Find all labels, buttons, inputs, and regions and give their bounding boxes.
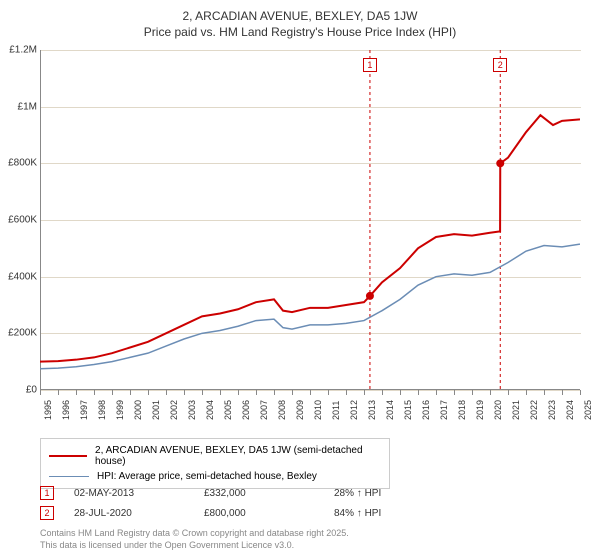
chart-title-line2: Price paid vs. HM Land Registry's House … — [0, 25, 600, 39]
footer-line1: Contains HM Land Registry data © Crown c… — [40, 528, 349, 540]
x-tick-label: 2011 — [331, 401, 341, 420]
x-tick-label: 1997 — [79, 400, 89, 420]
legend: 2, ARCADIAN AVENUE, BEXLEY, DA5 1JW (sem… — [40, 438, 390, 489]
x-tick-label: 1995 — [43, 400, 53, 420]
x-tick-label: 2015 — [403, 400, 413, 420]
x-tick-label: 2019 — [475, 400, 485, 420]
x-tick-label: 2004 — [205, 400, 215, 420]
y-tick-label: £0 — [3, 385, 37, 396]
legend-item: 2, ARCADIAN AVENUE, BEXLEY, DA5 1JW (sem… — [49, 443, 381, 469]
x-tick-label: 2005 — [223, 400, 233, 420]
x-tick-label: 2013 — [367, 400, 377, 420]
chart-container: 2, ARCADIAN AVENUE, BEXLEY, DA5 1JW Pric… — [0, 0, 600, 560]
x-tick-label: 2007 — [259, 400, 269, 420]
transaction-date: 02-MAY-2013 — [74, 488, 204, 499]
x-tick-label: 2009 — [295, 400, 305, 420]
y-tick-label: £400K — [3, 271, 37, 282]
legend-label: 2, ARCADIAN AVENUE, BEXLEY, DA5 1JW (sem… — [95, 445, 381, 467]
x-tick-label: 2025 — [583, 400, 593, 420]
x-tick-label: 2018 — [457, 400, 467, 420]
transaction-marker: 1 — [40, 486, 54, 500]
footer: Contains HM Land Registry data © Crown c… — [40, 528, 349, 551]
x-tick-label: 2014 — [385, 400, 395, 420]
y-tick-label: £800K — [3, 158, 37, 169]
x-tick-label: 2020 — [493, 400, 503, 420]
y-tick-label: £1.2M — [3, 45, 37, 56]
x-tick-label: 2000 — [133, 400, 143, 420]
x-tick-label: 2002 — [169, 400, 179, 420]
x-tick-label: 2017 — [439, 400, 449, 420]
transaction-diff: 28% ↑ HPI — [334, 488, 464, 499]
x-tick-label: 2008 — [277, 400, 287, 420]
x-tick-label: 2010 — [313, 400, 323, 420]
transaction-price: £332,000 — [204, 488, 334, 499]
transaction-row: 1 02-MAY-2013£332,00028% ↑ HPI — [40, 486, 464, 500]
transaction-price: £800,000 — [204, 508, 334, 519]
y-tick-label: £600K — [3, 215, 37, 226]
x-tick-label: 2022 — [529, 400, 539, 420]
transaction-marker: 2 — [40, 506, 54, 520]
x-tick-label: 2006 — [241, 400, 251, 420]
legend-label: HPI: Average price, semi-detached house,… — [97, 471, 317, 482]
legend-item: HPI: Average price, semi-detached house,… — [49, 469, 381, 484]
x-tick-label: 2012 — [349, 400, 359, 420]
x-tick-label: 2024 — [565, 400, 575, 420]
transaction-row: 2 28-JUL-2020£800,00084% ↑ HPI — [40, 506, 464, 520]
y-tick-label: £200K — [3, 328, 37, 339]
y-tick-label: £1M — [3, 101, 37, 112]
footer-line2: This data is licensed under the Open Gov… — [40, 540, 349, 552]
transaction-table: 1 02-MAY-2013£332,00028% ↑ HPI 2 28-JUL-202… — [40, 486, 464, 526]
x-tick-label: 2023 — [547, 400, 557, 420]
x-tick-label: 2003 — [187, 400, 197, 420]
x-tick-label: 1998 — [97, 400, 107, 420]
transaction-diff: 84% ↑ HPI — [334, 508, 464, 519]
chart-title-line1: 2, ARCADIAN AVENUE, BEXLEY, DA5 1JW — [0, 0, 600, 25]
x-axis: 1995 1996 1997 1998 1999 2000 2001 2002 2003 2004… — [40, 392, 580, 432]
x-tick-label: 1999 — [115, 400, 125, 420]
x-tick-label: 2016 — [421, 400, 431, 420]
x-tick-label: 1996 — [61, 400, 71, 420]
x-tick-label: 2021 — [511, 400, 521, 420]
marker-label-2: 2 — [493, 58, 507, 72]
marker-label-1: 1 — [363, 58, 377, 72]
transaction-date: 28-JUL-2020 — [74, 508, 204, 519]
line-svg — [40, 50, 580, 390]
x-tick-label: 2001 — [151, 400, 161, 420]
plot-area: £0£200K£400K£600K£800K£1M£1.2M 12 — [40, 50, 580, 390]
